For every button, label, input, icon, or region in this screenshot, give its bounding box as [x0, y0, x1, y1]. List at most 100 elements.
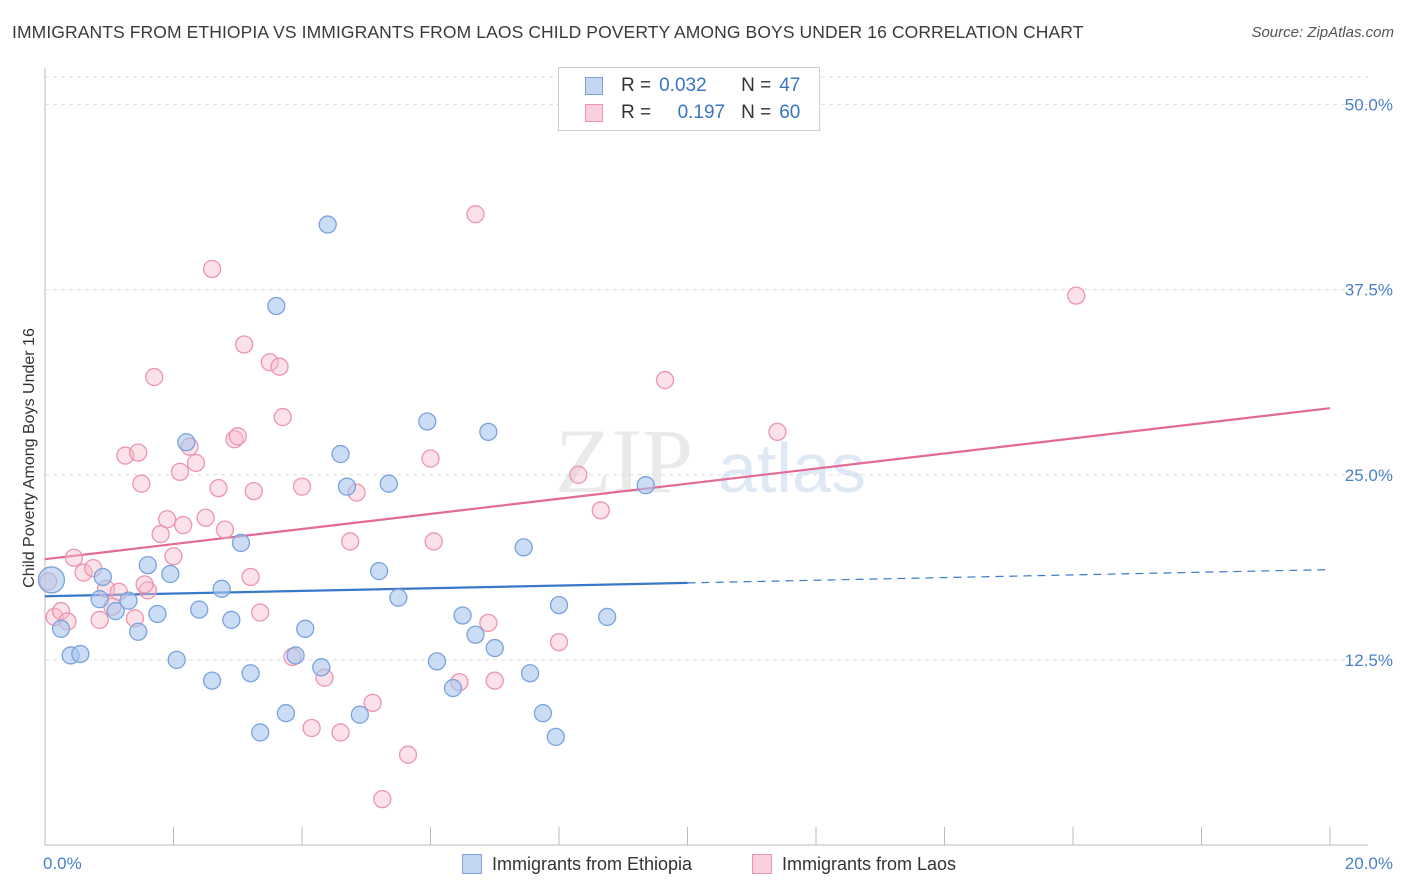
- legend-swatch-ethiopia: [585, 77, 603, 95]
- data-point-ethiopia: [93, 567, 112, 587]
- data-point-laos: [164, 547, 183, 566]
- axes: [44, 68, 1368, 846]
- data-point-ethiopia: [241, 664, 260, 683]
- data-point-laos: [145, 367, 164, 387]
- data-point-ethiopia: [549, 595, 569, 615]
- data-point-ethiopia: [167, 650, 186, 670]
- data-point-ethiopia: [267, 296, 286, 316]
- data-point-ethiopia: [479, 422, 498, 442]
- legend-r-value-ethiopia: 0.032: [659, 75, 707, 96]
- data-point-laos: [1067, 286, 1086, 305]
- data-point-laos: [260, 353, 280, 372]
- series-ethiopia-points: [37, 215, 655, 747]
- legend-n-value-laos: 60: [779, 102, 801, 123]
- data-point-laos: [225, 430, 244, 449]
- data-point-ethiopia: [296, 619, 315, 638]
- y-tick-label: 50.0%: [1345, 96, 1393, 115]
- data-point-ethiopia: [443, 678, 463, 698]
- legend-r-label: R =: [621, 75, 652, 96]
- bottom-legend-swatch-laos: [752, 854, 772, 874]
- data-point-ethiopia: [190, 600, 209, 619]
- data-point-ethiopia: [312, 658, 331, 677]
- data-point-ethiopia: [427, 652, 447, 671]
- data-point-laos: [74, 563, 93, 582]
- data-point-laos: [398, 745, 418, 764]
- legend-swatch-laos: [585, 104, 603, 122]
- y-axis-label: Child Poverty Among Boys Under 16: [21, 328, 38, 588]
- data-point-ethiopia: [222, 610, 241, 630]
- legend: R = 0.032 N = 47 R = 0.197 N = 60: [558, 67, 820, 131]
- data-point-ethiopia: [533, 704, 553, 723]
- data-point-laos: [331, 723, 350, 742]
- trend-line-ethiopia-extension: [687, 568, 1331, 584]
- data-point-laos: [241, 567, 260, 587]
- data-point-ethiopia: [389, 588, 408, 607]
- x-tick-label: 20.0%: [1345, 854, 1393, 873]
- source-credit: Source: ZipAtlas.com: [1251, 24, 1394, 41]
- data-point-ethiopia: [337, 477, 357, 496]
- data-point-laos: [292, 477, 312, 496]
- data-point-laos: [363, 693, 382, 712]
- y-tick-label: 25.0%: [1345, 466, 1393, 485]
- watermark-atlas: atlas: [718, 429, 866, 507]
- data-point-laos: [373, 789, 392, 809]
- data-point-ethiopia: [418, 412, 437, 431]
- chart-title: IMMIGRANTS FROM ETHIOPIA VS IMMIGRANTS F…: [12, 22, 1084, 42]
- data-point-laos: [64, 548, 84, 567]
- data-point-laos: [479, 613, 498, 633]
- data-point-ethiopia: [202, 671, 222, 690]
- data-point-laos: [421, 449, 440, 468]
- data-point-ethiopia: [546, 727, 565, 747]
- data-point-ethiopia: [251, 723, 270, 742]
- data-point-laos: [655, 370, 675, 390]
- bottom-legend-laos: Immigrants from Laos: [752, 851, 956, 877]
- data-point-laos: [424, 532, 443, 551]
- y-tick-label: 37.5%: [1345, 281, 1393, 300]
- data-point-ethiopia: [212, 579, 231, 598]
- data-point-laos: [196, 508, 215, 527]
- legend-row-laos: R = 0.197 N = 60: [585, 100, 800, 126]
- watermark: ZIP atlas: [555, 410, 866, 512]
- data-point-laos: [569, 465, 588, 484]
- data-point-ethiopia: [514, 538, 533, 557]
- data-point-ethiopia: [106, 601, 125, 621]
- data-point-ethiopia: [231, 533, 251, 553]
- data-point-ethiopia: [318, 215, 337, 234]
- data-point-ethiopia: [520, 664, 540, 683]
- legend-r-value-laos: 0.197: [677, 102, 726, 123]
- data-point-laos: [228, 427, 247, 446]
- trend-line-ethiopia: [44, 581, 688, 598]
- data-point-ethiopia: [129, 622, 148, 641]
- data-point-ethiopia: [379, 474, 398, 493]
- data-point-ethiopia: [177, 433, 196, 452]
- data-point-ethiopia: [148, 604, 167, 624]
- data-point-laos: [186, 453, 206, 473]
- data-point-ethiopia: [350, 705, 369, 724]
- data-point-laos: [341, 532, 360, 551]
- legend-r-label: R =: [621, 102, 652, 123]
- data-point-laos: [51, 601, 71, 621]
- data-point-laos: [591, 501, 610, 520]
- trend-lines: [44, 407, 1331, 598]
- trend-line-laos: [44, 407, 1331, 561]
- data-point-laos: [173, 516, 193, 535]
- legend-n-label: N =: [741, 102, 772, 123]
- y-tick-labels: 12.5% 25.0% 37.5% 50.0%: [1345, 96, 1393, 670]
- x-tick-labels: 0.0% 20.0%: [43, 854, 1393, 873]
- data-point-ethiopia: [71, 644, 90, 664]
- data-point-ethiopia: [51, 619, 71, 638]
- data-point-laos: [209, 478, 228, 498]
- data-point-laos: [157, 510, 177, 529]
- watermark-zip: ZIP: [555, 410, 693, 512]
- data-point-ethiopia: [286, 646, 305, 665]
- data-point-ethiopia: [453, 606, 472, 625]
- y-tick-label: 12.5%: [1345, 651, 1393, 670]
- data-point-ethiopia: [119, 591, 138, 610]
- bottom-legend-ethiopia: Immigrants from Ethiopia: [462, 851, 692, 877]
- data-point-laos: [202, 259, 222, 279]
- data-point-ethiopia: [276, 704, 296, 723]
- data-point-ethiopia: [369, 561, 389, 581]
- x-tick-label: 0.0%: [43, 854, 82, 873]
- legend-row-ethiopia: R = 0.032 N = 47: [585, 73, 800, 99]
